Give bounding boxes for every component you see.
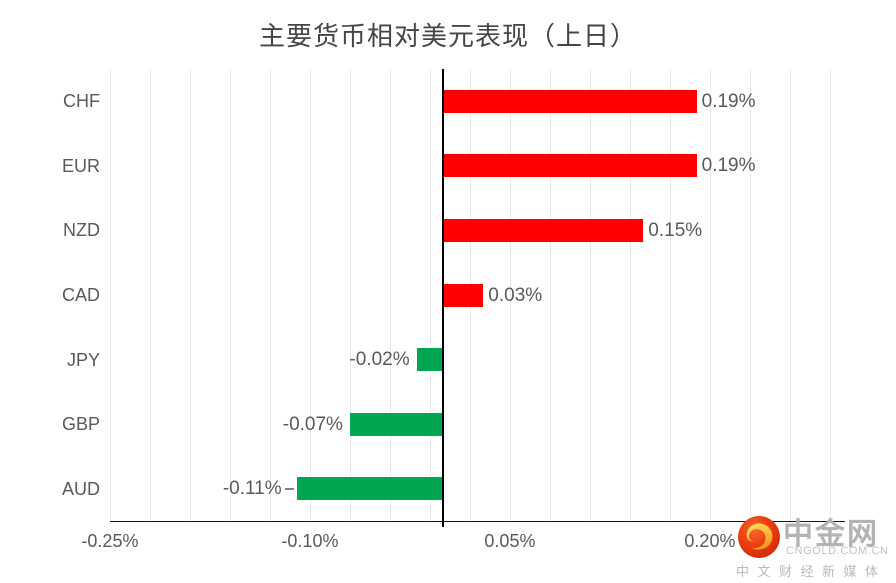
value-label-aud: -0.11% [222, 478, 282, 500]
gridline [430, 69, 431, 521]
gridline [790, 69, 791, 521]
gridline [630, 69, 631, 521]
gridline [830, 69, 831, 521]
gridline [550, 69, 551, 521]
brand-tagline: 中文财经新媒体 [736, 564, 887, 579]
gridline [710, 69, 711, 521]
gridline [150, 69, 151, 521]
cngold-swirl-icon [738, 516, 780, 558]
label-leader-line [284, 487, 294, 490]
gridline [230, 69, 231, 521]
category-label-cad: CAD [61, 285, 100, 305]
x-axis-tick-label: -0.25% [81, 531, 139, 551]
gridline [670, 69, 671, 521]
gridline [190, 69, 191, 521]
gridline [750, 69, 751, 521]
category-label-jpy: JPY [66, 349, 100, 370]
category-label-aud: AUD [61, 478, 100, 499]
category-label-nzd: NZD [63, 220, 100, 241]
x-axis-tick-label: -0.10% [281, 531, 339, 551]
value-label-chf: 0.19% [701, 90, 756, 112]
value-label-gbp: -0.07% [282, 413, 343, 435]
bar-jpy [416, 348, 444, 372]
x-axis-tick-label: 0.05% [484, 531, 536, 551]
x-axis-line [110, 521, 845, 522]
chart-title: 主要货币相对美元表现（上日） [258, 21, 637, 51]
category-label-chf: CHF [63, 91, 100, 112]
bar-aud [296, 477, 444, 501]
value-label-cad: 0.03% [488, 284, 543, 306]
bar-eur [443, 154, 697, 178]
value-label-jpy: -0.02% [349, 349, 410, 371]
gridline [390, 69, 391, 521]
value-label-nzd: 0.15% [648, 219, 703, 241]
gridline [350, 69, 351, 521]
bar-nzd [443, 218, 644, 242]
zero-axis-line [442, 69, 445, 527]
bar-gbp [349, 412, 444, 436]
category-label-eur: EUR [61, 155, 100, 176]
bar-cad [443, 283, 484, 307]
gridline [310, 69, 311, 521]
gridline [510, 69, 511, 521]
gridline [110, 69, 111, 521]
category-label-gbp: GBP [61, 414, 100, 435]
gridline [270, 69, 271, 521]
gridline [590, 69, 591, 521]
cngold-watermark: 中金网 CNGOLD.COM.CN 中文财经新媒体 [733, 506, 895, 582]
brand-name: 中金网 [783, 518, 879, 551]
x-axis-tick-label: 0.20% [684, 531, 736, 551]
brand-site: CNGOLD.COM.CN [786, 545, 889, 557]
bar-chf [443, 89, 697, 113]
value-label-eur: 0.19% [701, 155, 756, 177]
